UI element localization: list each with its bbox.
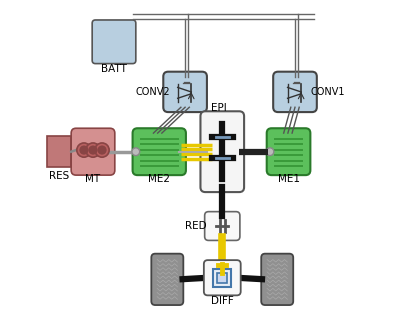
FancyBboxPatch shape: [133, 128, 186, 175]
FancyBboxPatch shape: [204, 260, 241, 295]
Text: EPI: EPI: [211, 103, 227, 113]
Text: DIFF: DIFF: [211, 296, 234, 305]
Text: BATT: BATT: [101, 65, 127, 74]
Circle shape: [98, 146, 106, 154]
Text: CONV1: CONV1: [310, 87, 345, 97]
Text: MT: MT: [85, 174, 101, 184]
Circle shape: [266, 148, 274, 156]
Circle shape: [86, 143, 100, 157]
Bar: [213, 269, 231, 287]
FancyBboxPatch shape: [71, 128, 115, 175]
FancyBboxPatch shape: [200, 111, 244, 192]
Circle shape: [95, 143, 109, 157]
FancyBboxPatch shape: [273, 72, 317, 112]
Bar: [47, 136, 71, 167]
Text: RES: RES: [49, 171, 69, 181]
FancyBboxPatch shape: [267, 128, 310, 175]
FancyBboxPatch shape: [163, 72, 207, 112]
FancyBboxPatch shape: [204, 212, 240, 240]
Circle shape: [80, 146, 88, 154]
FancyBboxPatch shape: [151, 254, 183, 305]
Circle shape: [77, 143, 91, 157]
Text: ME1: ME1: [278, 174, 299, 184]
Text: RED: RED: [185, 221, 207, 231]
FancyBboxPatch shape: [92, 20, 136, 64]
Circle shape: [132, 148, 140, 156]
Text: ME2: ME2: [148, 174, 170, 184]
Bar: [218, 273, 227, 283]
Circle shape: [89, 146, 97, 154]
FancyBboxPatch shape: [261, 254, 293, 305]
Text: CONV2: CONV2: [135, 87, 170, 97]
